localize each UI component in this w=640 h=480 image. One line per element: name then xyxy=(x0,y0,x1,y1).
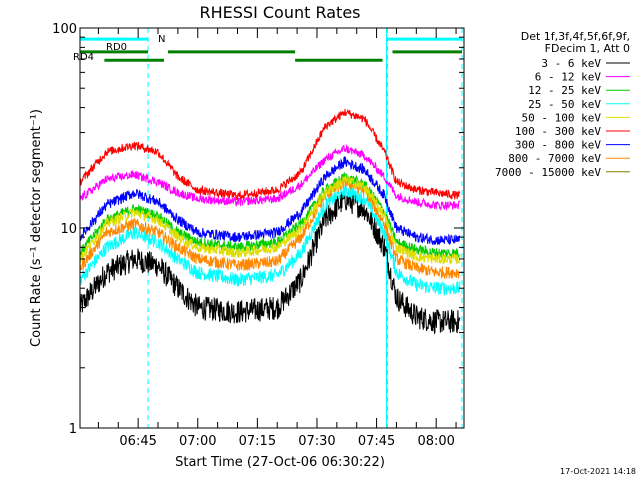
legend-entry-label: 300 - 800 keV xyxy=(515,139,601,152)
y-axis-label: Count Rate (s⁻¹ detector segment⁻¹) xyxy=(29,109,44,347)
x-tick-label: 08:00 xyxy=(417,434,454,449)
plot-area: RD0 RD4 N xyxy=(73,28,463,428)
annotation-label-rd4: RD4 xyxy=(73,52,94,63)
series-line-6-12keV xyxy=(79,144,461,212)
y-tick-label: 1 xyxy=(69,422,77,437)
legend-entry-label: 100 - 300 keV xyxy=(515,125,601,138)
legend-entry-label: 6 - 12 keV xyxy=(535,71,602,84)
legend-entry-label: 3 - 6 keV xyxy=(541,57,601,70)
legend-entry-label: 800 - 7000 keV xyxy=(508,152,601,165)
legend-entry-label: 12 - 25 keV xyxy=(528,84,601,97)
footer-timestamp: 17-Oct-2021 14:18 xyxy=(560,467,636,476)
annotation-label-n: N xyxy=(158,34,165,45)
x-tick-label: 07:45 xyxy=(358,434,395,449)
x-tick-label: 07:15 xyxy=(239,434,276,449)
legend-header-line-1: Det 1f,3f,4f,5f,6f,9f, xyxy=(521,30,630,43)
legend-entry-label: 7000 - 15000 keV xyxy=(495,166,601,179)
legend: Det 1f,3f,4f,5f,6f,9f, FDecim 1, Att 0 3… xyxy=(495,30,630,179)
x-tick-label: 07:00 xyxy=(179,434,216,449)
legend-entry-label: 50 - 100 keV xyxy=(522,111,602,124)
y-tick-label: 100 xyxy=(52,22,77,37)
legend-entry-label: 25 - 50 keV xyxy=(528,98,601,111)
series-line-25-50keV xyxy=(79,182,461,296)
series-line-800-7000keV xyxy=(79,175,461,280)
x-tick-label: 07:30 xyxy=(298,434,335,449)
plot-frame xyxy=(79,27,465,429)
series-line-100-300keV xyxy=(79,108,461,201)
x-axis-label: Start Time (27-Oct-06 06:30:22) xyxy=(175,455,385,470)
x-axis: 06:45 07:00 07:15 07:30 07:45 08:00 xyxy=(97,28,457,449)
y-axis: 1 10 100 xyxy=(52,22,464,437)
annotation-label-rd0: RD0 xyxy=(106,42,127,53)
series-line-3-6keV xyxy=(79,187,461,335)
series-line-50-100keV xyxy=(79,175,461,265)
series-line-12-25keV xyxy=(79,171,461,259)
x-tick-label: 06:45 xyxy=(119,434,156,449)
y-tick-label: 10 xyxy=(60,222,77,237)
chart-title: RHESSI Count Rates xyxy=(200,3,361,22)
series-line-300-800keV xyxy=(79,156,461,245)
legend-header-line-2: FDecim 1, Att 0 xyxy=(545,42,630,55)
